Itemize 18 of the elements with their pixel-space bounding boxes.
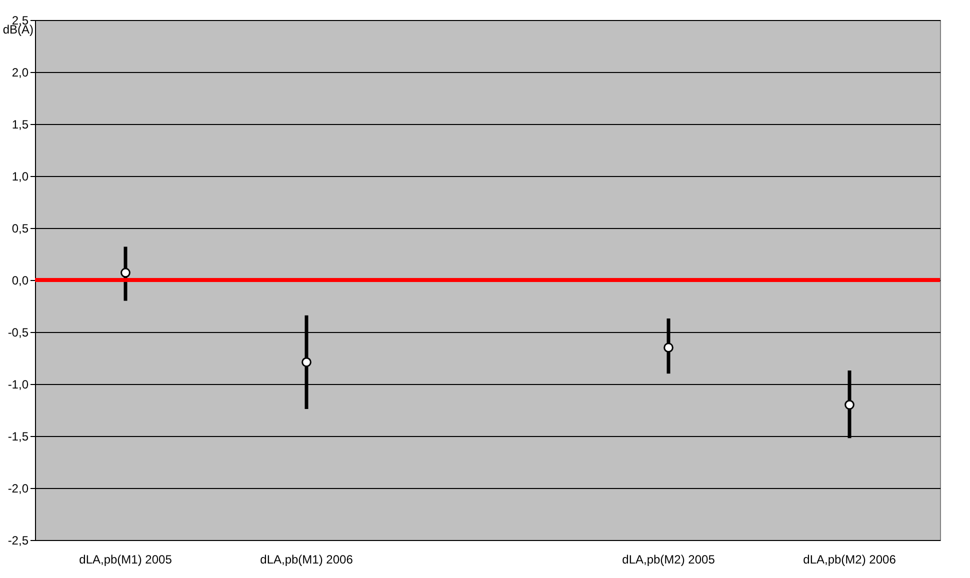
- y-tick-label: 1,0: [12, 170, 29, 184]
- x-tick-label: dLA,pb(M1) 2005: [79, 552, 172, 566]
- point: [664, 342, 674, 353]
- x-tick-label: dLA,pb(M2) 2005: [622, 552, 716, 566]
- y-tick-label: 1,5: [12, 118, 29, 132]
- point: [844, 400, 854, 410]
- point: [302, 357, 312, 368]
- point: [120, 268, 130, 278]
- y-tick-label: -1,0: [8, 378, 29, 392]
- x-tick-label: dLA,pb(M1) 2006: [260, 552, 354, 566]
- x-tick-label: dLA,pb(M2) 2006: [803, 552, 896, 566]
- y-tick-label: 0,5: [12, 222, 29, 236]
- y-tick-label: -1,5: [8, 430, 29, 444]
- y-tick-label: 0,0: [12, 274, 29, 288]
- y-tick-label: -0,5: [8, 326, 29, 340]
- y-tick-label: -2,5: [8, 534, 29, 548]
- y-tick-label: 2,0: [12, 66, 29, 80]
- y-tick-label: -2,0: [8, 482, 29, 496]
